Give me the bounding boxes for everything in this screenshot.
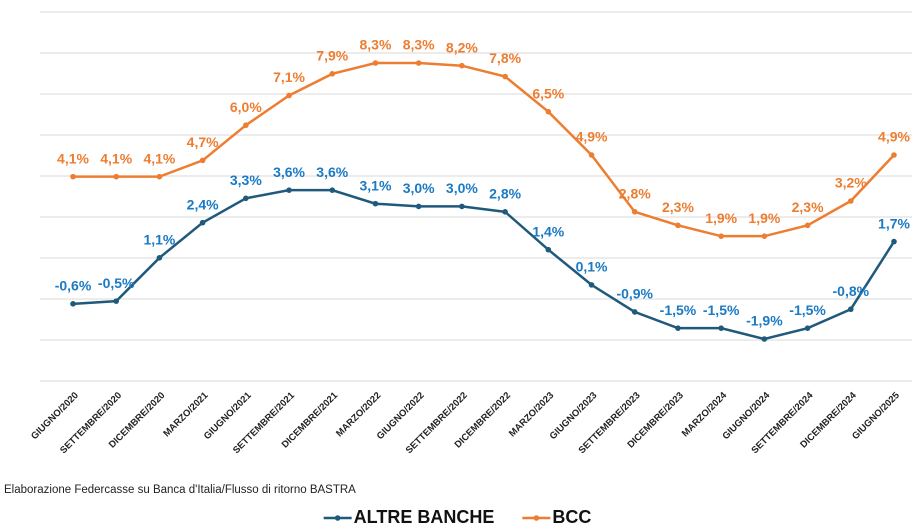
data-label: -0,9% [616, 286, 653, 302]
data-point [156, 255, 163, 261]
data-label: -0,6% [55, 278, 92, 294]
data-point [113, 173, 120, 180]
data-label: 1,9% [705, 210, 737, 226]
data-point [675, 222, 681, 229]
data-point [804, 222, 811, 229]
data-label: 4,1% [143, 150, 175, 166]
data-label: 8,3% [403, 37, 435, 53]
data-label: 1,1% [143, 232, 175, 248]
data-point [588, 152, 595, 158]
source-note: Elaborazione Federcasse su Banca d'Itali… [4, 484, 356, 496]
data-label: 0,1% [576, 259, 608, 275]
legend-item: ALTRE BANCHE [323, 507, 495, 527]
data-point [459, 203, 465, 210]
data-point [199, 157, 206, 164]
data-point [459, 62, 465, 69]
legend-marker [334, 515, 341, 521]
data-point [372, 60, 379, 66]
data-point [588, 282, 595, 288]
data-label: 6,0% [230, 99, 262, 115]
data-label: 7,9% [316, 48, 348, 64]
data-label: 7,8% [489, 50, 521, 66]
data-point [891, 152, 897, 158]
data-label: 2,3% [792, 199, 824, 215]
data-label: -1,5% [660, 302, 697, 318]
data-label: 2,3% [662, 199, 694, 215]
data-point [70, 173, 76, 180]
data-point [286, 187, 292, 193]
data-point [761, 336, 768, 342]
legend-label: ALTRE BANCHE [354, 507, 495, 527]
data-point [675, 325, 681, 331]
data-point [415, 60, 422, 66]
data-point [804, 325, 811, 331]
data-label: 1,7% [878, 215, 910, 231]
data-point [847, 306, 854, 313]
data-point [631, 209, 638, 215]
data-label: 1,9% [748, 210, 780, 226]
data-label: 8,2% [446, 39, 478, 55]
data-label: 7,1% [273, 69, 305, 85]
data-label: 4,1% [57, 150, 89, 166]
data-label: 3,6% [273, 164, 305, 180]
data-point [286, 92, 292, 99]
data-point [891, 238, 897, 245]
data-point [761, 233, 768, 239]
legend: ALTRE BANCHE BCC [323, 507, 591, 527]
data-label: -1,9% [746, 313, 783, 329]
data-point [329, 187, 336, 193]
grid [40, 11, 912, 382]
data-point [502, 209, 508, 215]
data-label: 6,5% [532, 85, 564, 101]
data-point [545, 246, 552, 253]
data-point [718, 233, 724, 239]
data-label: 8,3% [360, 37, 392, 53]
series-line [72, 188, 896, 341]
data-point [329, 71, 336, 77]
data-label: 2,8% [619, 186, 651, 202]
data-point [156, 173, 163, 180]
data-label: 4,7% [187, 134, 219, 150]
legend-marker [533, 515, 540, 521]
data-label: 4,9% [576, 129, 608, 145]
data-point [199, 219, 206, 226]
data-label: -1,5% [703, 302, 740, 318]
data-point [718, 325, 724, 331]
series-line [73, 61, 895, 238]
data-point [243, 195, 249, 202]
data-label: 3,0% [446, 180, 478, 196]
data-point [415, 203, 422, 210]
data-label: -0,5% [98, 275, 135, 291]
data-label: 1,4% [532, 223, 564, 239]
data-point [372, 200, 379, 207]
data-label: -1,5% [789, 302, 826, 318]
data-label: 4,1% [100, 150, 132, 166]
data-point [113, 298, 120, 304]
data-label: 4,9% [878, 129, 910, 145]
data-point [502, 73, 508, 80]
data-label: 3,6% [316, 164, 348, 180]
data-label: 3,3% [230, 172, 262, 188]
data-label: 2,4% [187, 196, 219, 212]
data-label: 3,0% [403, 180, 435, 196]
data-label: 3,1% [360, 177, 392, 193]
data-label: -0,8% [833, 283, 870, 299]
data-point [847, 198, 854, 204]
data-point [631, 309, 638, 315]
data-label: 3,2% [835, 175, 867, 191]
data-label: 2,8% [489, 186, 521, 202]
data-point [70, 301, 76, 307]
data-point [243, 122, 249, 129]
data-point [545, 108, 552, 115]
legend-label: BCC [552, 507, 591, 527]
legend-item: BCC [522, 507, 591, 527]
